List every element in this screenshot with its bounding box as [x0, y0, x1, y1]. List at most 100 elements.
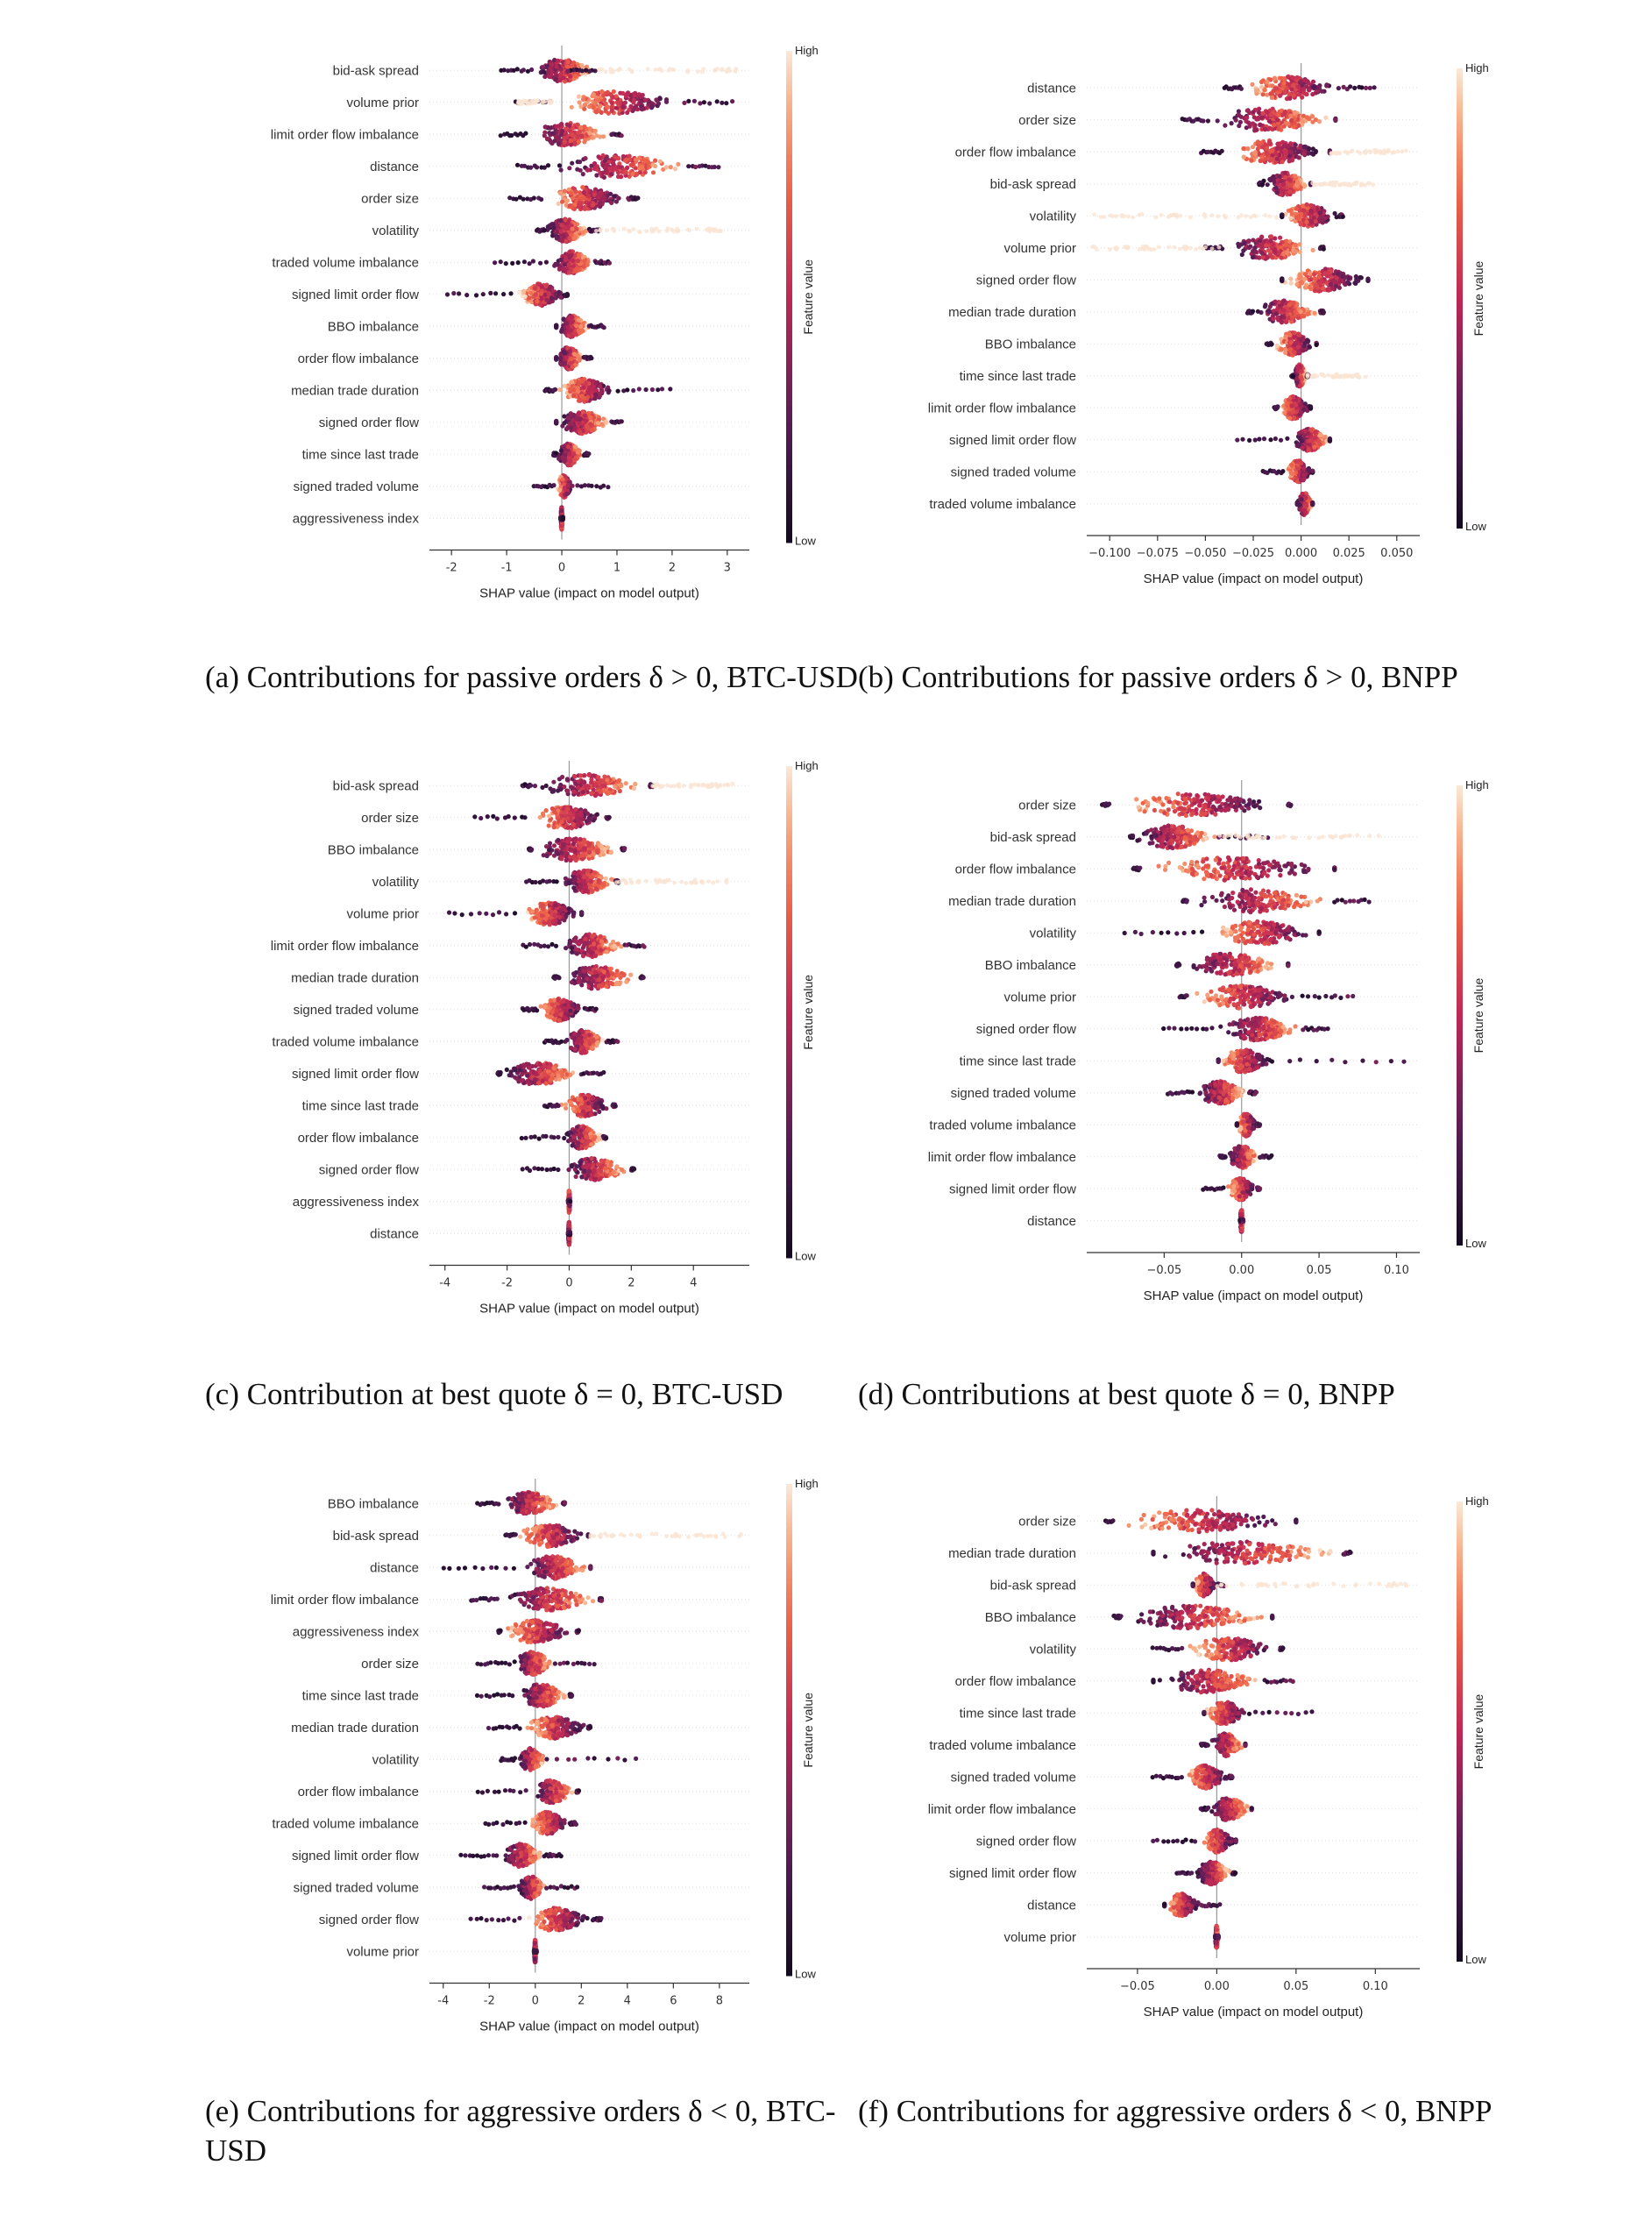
shap-point [1268, 77, 1273, 82]
shap-point [1281, 124, 1287, 129]
shap-point [1302, 285, 1308, 290]
shap-point [546, 291, 551, 296]
x-tick-label: 1 [613, 562, 620, 575]
shap-point [625, 387, 630, 393]
shap-point [553, 229, 558, 234]
shap-point [1343, 149, 1348, 154]
shap-point [549, 62, 555, 67]
shap-point [567, 236, 572, 241]
feature-label: signed limit order flow [292, 287, 419, 302]
shap-point [626, 90, 631, 96]
beeswarm-row [499, 57, 739, 84]
shap-point [670, 227, 674, 232]
shap-point [557, 289, 562, 295]
shap-point [699, 69, 705, 75]
shap-point [586, 451, 592, 457]
shap-point [530, 259, 535, 264]
shap-point [1276, 126, 1281, 131]
shap-point [1300, 83, 1305, 89]
shap-point [569, 357, 574, 362]
shap-point [1257, 106, 1262, 111]
shap-point [1312, 272, 1317, 277]
shap-point [570, 226, 575, 231]
shap-point [598, 103, 603, 109]
shap-point [1364, 85, 1369, 90]
shap-point [1298, 222, 1303, 227]
shap-point [596, 195, 601, 200]
shap-point [568, 190, 573, 195]
shap-point [572, 457, 578, 462]
shap-point [650, 170, 656, 175]
shap-point [1293, 142, 1298, 147]
shap-point [553, 451, 558, 456]
shap-point [1274, 146, 1280, 152]
shap-point [1280, 160, 1285, 165]
shap-point [642, 170, 648, 175]
shap-point [520, 294, 525, 299]
shap-point [714, 99, 720, 104]
shap-point [557, 487, 563, 493]
shap-point [637, 170, 642, 175]
shap-point [575, 259, 581, 264]
shap-point [1301, 182, 1307, 188]
shap-point [1300, 117, 1305, 124]
shap-point [605, 194, 610, 199]
shap-point [1294, 281, 1300, 287]
shap-point [1253, 89, 1258, 94]
shap-point [564, 135, 570, 140]
shap-point [549, 99, 555, 104]
beeswarm-row [1090, 234, 1326, 261]
shap-point [1297, 242, 1302, 247]
shap-point [668, 165, 673, 170]
shap-point [564, 293, 570, 298]
shap-point [1301, 204, 1307, 209]
shap-point [1287, 91, 1292, 96]
shap-point [564, 255, 569, 260]
shap-point [1279, 319, 1284, 324]
shap-point [1285, 75, 1290, 80]
shap-point [1137, 247, 1142, 252]
shap-point [1265, 255, 1270, 260]
shap-point [573, 74, 578, 79]
shap-point [1323, 115, 1329, 120]
shap-point [493, 291, 499, 296]
shap-point [1314, 283, 1319, 288]
shap-point [676, 229, 681, 233]
shap-point [578, 357, 583, 362]
shap-point [514, 196, 519, 202]
shap-point [538, 260, 543, 266]
shap-point [1332, 210, 1337, 217]
shap-point [630, 171, 635, 176]
shap-point [601, 483, 606, 488]
shap-point [1252, 249, 1258, 254]
shap-point [582, 124, 587, 130]
shap-point [1279, 346, 1284, 351]
shap-point [554, 124, 559, 130]
beeswarm-row [1222, 74, 1377, 102]
shap-point [649, 226, 655, 231]
shap-point [575, 167, 580, 172]
shap-point [594, 229, 599, 233]
shap-point [727, 68, 732, 74]
shap-point [560, 266, 566, 272]
shap-point [1301, 208, 1306, 213]
shap-point [1259, 115, 1265, 120]
shap-point [545, 163, 551, 168]
x-tick-label: 3 [724, 562, 731, 575]
feature-label: BBO imbalance [328, 319, 419, 334]
shap-point [543, 284, 549, 289]
shap-point [542, 99, 548, 104]
shap-point [625, 110, 630, 116]
shap-point [567, 166, 572, 171]
shap-point [1250, 254, 1256, 260]
shap-point [534, 165, 540, 170]
shap-point [1301, 113, 1306, 118]
shap-point [572, 140, 578, 146]
shap-point [1108, 247, 1112, 252]
shap-point [1316, 119, 1322, 124]
shap-point [617, 67, 622, 72]
shap-point [1166, 245, 1171, 250]
shap-point [1250, 82, 1255, 87]
shap-point [588, 422, 593, 427]
beeswarm-row [1180, 106, 1338, 133]
